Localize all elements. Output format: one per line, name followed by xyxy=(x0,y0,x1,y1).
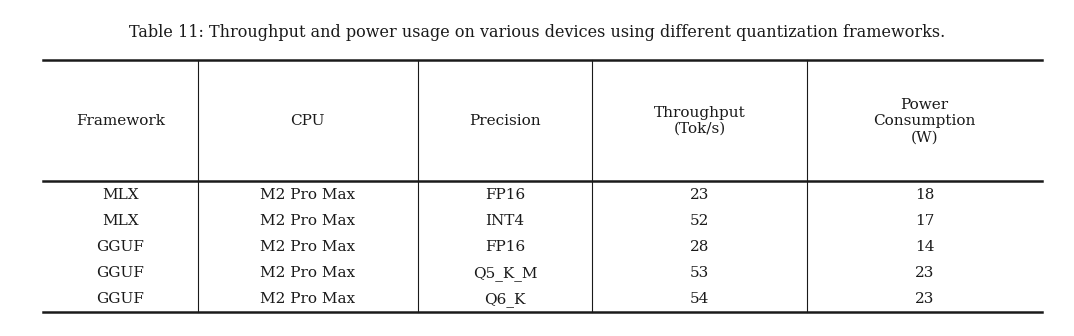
Text: 54: 54 xyxy=(690,292,709,306)
Text: 23: 23 xyxy=(690,187,709,202)
Text: Q6_K: Q6_K xyxy=(484,292,525,307)
Text: GGUF: GGUF xyxy=(97,240,144,254)
Text: GGUF: GGUF xyxy=(97,292,144,306)
Text: 14: 14 xyxy=(915,240,934,254)
Text: M2 Pro Max: M2 Pro Max xyxy=(260,240,355,254)
Text: Framework: Framework xyxy=(76,114,165,128)
Text: Precision: Precision xyxy=(469,114,540,128)
Text: 52: 52 xyxy=(690,214,709,228)
Text: INT4: INT4 xyxy=(485,214,524,228)
Text: Q5_K_M: Q5_K_M xyxy=(473,266,537,281)
Text: 23: 23 xyxy=(915,292,934,306)
Text: 23: 23 xyxy=(915,266,934,280)
Text: GGUF: GGUF xyxy=(97,266,144,280)
Text: MLX: MLX xyxy=(102,187,139,202)
Text: FP16: FP16 xyxy=(484,240,525,254)
Text: M2 Pro Max: M2 Pro Max xyxy=(260,187,355,202)
Text: M2 Pro Max: M2 Pro Max xyxy=(260,266,355,280)
Text: M2 Pro Max: M2 Pro Max xyxy=(260,292,355,306)
Text: 53: 53 xyxy=(691,266,709,280)
Text: M2 Pro Max: M2 Pro Max xyxy=(260,214,355,228)
Text: CPU: CPU xyxy=(290,114,325,128)
Text: MLX: MLX xyxy=(102,214,139,228)
Text: Throughput
(Tok/s): Throughput (Tok/s) xyxy=(654,106,745,136)
Text: FP16: FP16 xyxy=(484,187,525,202)
Text: 28: 28 xyxy=(690,240,709,254)
Text: Table 11: Throughput and power usage on various devices using different quantiza: Table 11: Throughput and power usage on … xyxy=(129,24,945,41)
Text: Power
Consumption
(W): Power Consumption (W) xyxy=(873,98,975,144)
Text: 18: 18 xyxy=(915,187,934,202)
Text: 17: 17 xyxy=(915,214,934,228)
